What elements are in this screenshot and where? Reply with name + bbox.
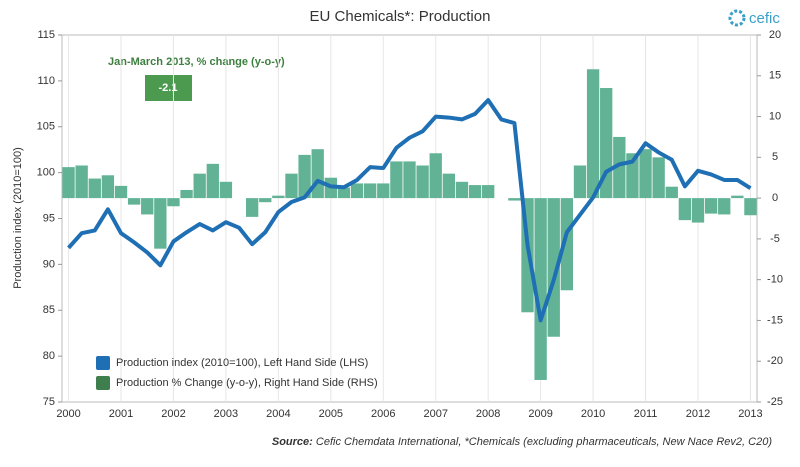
y-tick-label: 85 xyxy=(43,304,55,316)
bar xyxy=(704,198,718,214)
bar xyxy=(455,181,469,199)
x-tick-label: 2009 xyxy=(528,408,552,420)
source-label: Source: xyxy=(272,436,313,448)
x-tick-label: 2007 xyxy=(423,408,447,420)
bar xyxy=(390,161,403,199)
x-tick-label: 2000 xyxy=(56,408,80,420)
y-tick-label: 95 xyxy=(43,212,55,224)
source: Source: Cefic Chemdata International, *C… xyxy=(272,436,772,448)
bar xyxy=(744,198,757,216)
bar xyxy=(206,163,219,199)
y-tick-label: 115 xyxy=(37,29,55,41)
x-tick-label: 2004 xyxy=(266,408,290,420)
x-tick-label: 2005 xyxy=(319,408,343,420)
legend-swatch xyxy=(96,356,110,370)
annotation: Jan-March 2013, % change (y-o-y) xyxy=(108,56,285,68)
bar xyxy=(429,153,442,199)
bar xyxy=(127,198,141,205)
y-tick-label: 90 xyxy=(43,258,55,270)
bar xyxy=(377,183,390,199)
x-tick-label: 2001 xyxy=(109,408,133,420)
bar xyxy=(337,187,351,199)
bar xyxy=(180,189,193,199)
y2-tick-label: -20 xyxy=(767,355,783,367)
bar xyxy=(141,198,154,215)
bar xyxy=(154,198,167,249)
bar xyxy=(573,165,587,199)
x-tick-label: 2013 xyxy=(738,408,762,420)
bar xyxy=(403,161,416,199)
bar xyxy=(482,185,495,199)
bar xyxy=(678,198,692,221)
bar xyxy=(363,183,377,199)
bar xyxy=(350,183,364,199)
x-tick-label: 2008 xyxy=(476,408,500,420)
bar xyxy=(718,198,731,215)
y-axis-label: Production index (2010=100) xyxy=(12,147,24,289)
x-tick-label: 2006 xyxy=(371,408,395,420)
bar xyxy=(101,175,115,199)
bar xyxy=(285,173,298,199)
logo-icon xyxy=(728,9,746,27)
y-tick-label: 75 xyxy=(43,396,55,408)
source-text: Cefic Chemdata International, *Chemicals… xyxy=(316,436,772,448)
y-tick-label: 80 xyxy=(43,350,55,362)
bar xyxy=(665,186,678,199)
bar xyxy=(639,149,652,199)
line xyxy=(67,98,752,323)
y2-tick-label: 0 xyxy=(772,192,778,204)
bar xyxy=(626,153,639,199)
bar xyxy=(193,173,206,199)
x-tick-label: 2003 xyxy=(214,408,238,420)
bar xyxy=(586,69,600,199)
annotation-value: -2.1 xyxy=(159,82,178,94)
bar xyxy=(652,157,665,199)
bar xyxy=(75,165,88,199)
bar xyxy=(272,195,285,199)
x-tick-label: 2002 xyxy=(161,408,185,420)
y2-tick-label: 15 xyxy=(769,70,781,82)
x-tick-label: 2011 xyxy=(634,408,658,420)
bar xyxy=(219,181,233,199)
bar xyxy=(311,149,324,199)
y2-tick-label: -25 xyxy=(767,396,783,408)
bar xyxy=(691,198,705,223)
y-tick-label: 110 xyxy=(37,75,55,87)
y2-tick-label: -10 xyxy=(767,274,783,286)
y2-tick-label: 10 xyxy=(769,110,781,122)
annotation-box xyxy=(145,75,192,101)
bar xyxy=(114,185,128,199)
y2-tick-label: -15 xyxy=(767,314,783,326)
bar xyxy=(547,198,560,337)
y2-tick-label: -5 xyxy=(770,233,780,245)
y2-tick-label: 5 xyxy=(772,151,778,163)
bar xyxy=(731,195,744,199)
x-tick-label: 2012 xyxy=(686,408,710,420)
bar xyxy=(416,165,429,199)
bar xyxy=(613,136,626,199)
bar xyxy=(534,198,547,380)
bar xyxy=(468,185,482,199)
bar xyxy=(560,198,574,291)
legend-swatch xyxy=(96,376,110,390)
y-tick-label: 105 xyxy=(37,121,55,133)
logo-text: cefic xyxy=(749,10,780,27)
x-tick-label: 2010 xyxy=(581,408,605,420)
bar xyxy=(259,198,272,203)
bar xyxy=(167,198,180,207)
bar xyxy=(298,154,311,199)
bar xyxy=(442,173,456,199)
y-tick-label: 100 xyxy=(37,167,55,179)
bar xyxy=(88,178,101,199)
chart-title: EU Chemicals*: Production xyxy=(310,8,491,25)
bar xyxy=(508,198,521,201)
legend-label: Production % Change (y-o-y), Right Hand … xyxy=(116,377,378,389)
legend-label: Production index (2010=100), Left Hand S… xyxy=(116,357,368,369)
bar xyxy=(245,198,259,217)
bar xyxy=(62,167,75,199)
y2-tick-label: 20 xyxy=(769,29,781,41)
logo: cefic xyxy=(728,9,780,27)
